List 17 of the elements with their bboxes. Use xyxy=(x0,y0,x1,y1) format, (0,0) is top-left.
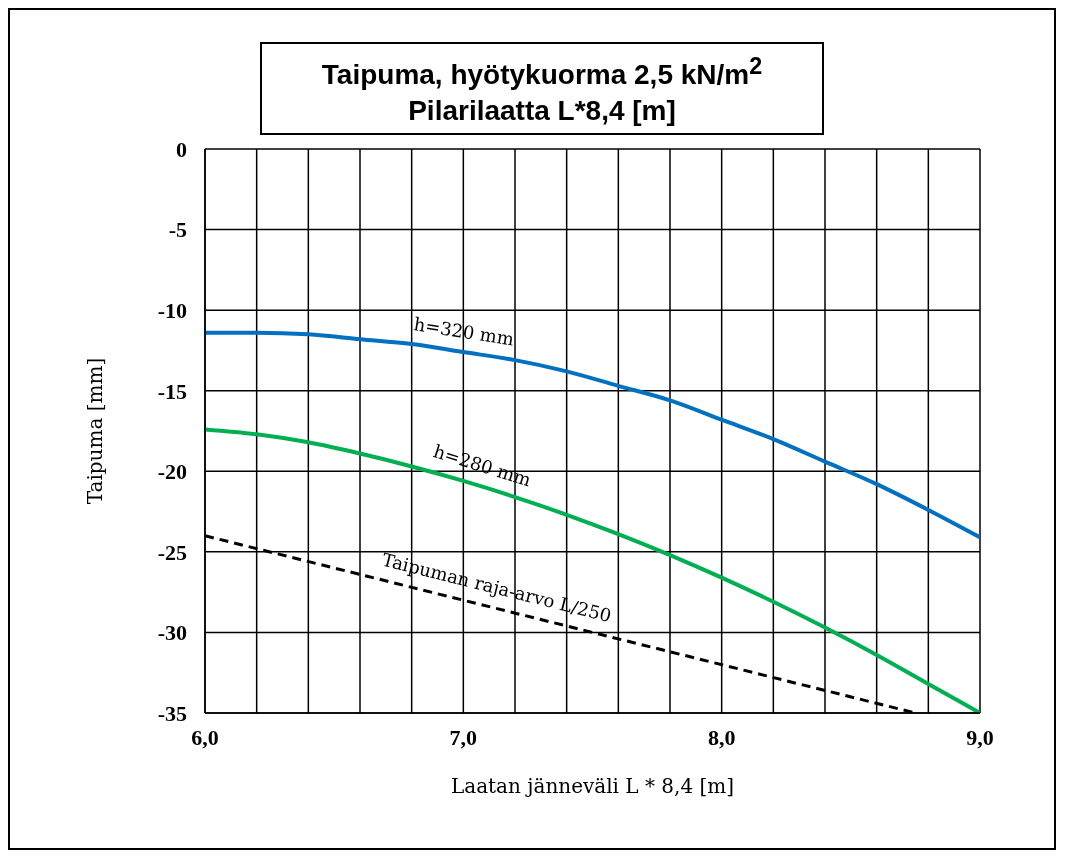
text: h=320 mm xyxy=(412,313,516,350)
x-tick-label: 8,0 xyxy=(707,724,736,750)
y-tick-label: -15 xyxy=(157,378,187,404)
x-axis-title: Laatan jänneväli L * 8,4 [m] xyxy=(450,774,735,798)
y-axis-title: Taipuma [mm] xyxy=(83,357,108,505)
x-tick-label: 6,0 xyxy=(191,724,219,750)
y-tick-label: -10 xyxy=(157,297,187,323)
y-tick-label: -25 xyxy=(157,539,187,565)
y-tick-label: -20 xyxy=(157,459,187,485)
y-tick-label: -5 xyxy=(168,217,187,243)
x-tick-label: 9,0 xyxy=(966,724,994,750)
y-tick-label: -35 xyxy=(157,700,187,726)
y-tick-label: 0 xyxy=(176,136,187,162)
chart-subtitle: Pilarilaatta L*8,4 [m] xyxy=(407,94,677,129)
chart-title: Taipuma, hyötykuorma 2,5 kN/m$^{2}$ xyxy=(320,52,764,93)
x-tick-label: 7,0 xyxy=(449,724,478,750)
y-tick-label: -30 xyxy=(157,620,187,646)
